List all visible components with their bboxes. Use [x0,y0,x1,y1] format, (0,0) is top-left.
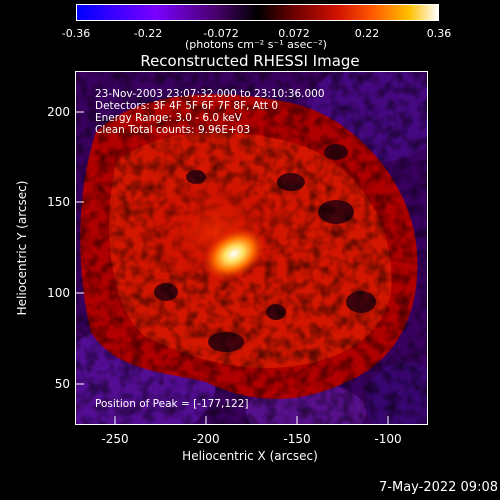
info-detectors: Detectors: 3F 4F 5F 6F 7F 8F, Att 0 [95,100,279,112]
timestamp: 7-May-2022 09:08 [379,480,498,495]
x-tick-label: -100 [374,432,402,446]
colorbar [76,4,439,21]
x-tick-label: -200 [192,432,220,446]
y-tick-label: 150 [47,195,70,209]
info-energy-range: Energy Range: 3.0 - 6.0 keV [95,112,242,124]
colorbar-tick: 0.072 [278,27,310,40]
colorbar-tick: -0.072 [203,27,239,40]
colorbar-tick: -0.36 [61,27,91,40]
colorbar-tick: 0.36 [426,27,452,40]
colorbar-tick: 0.22 [354,27,380,40]
x-tick-label: -150 [283,432,311,446]
x-tick-label: -250 [101,432,129,446]
image-title: Reconstructed RHESSI Image [140,52,360,70]
colorbar-units: (photons cm⁻² s⁻¹ asec⁻²) [185,38,327,51]
colorbar-tick: -0.22 [133,27,163,40]
y-tick-label: 100 [47,286,70,300]
info-counts: Clean Total counts: 9.96E+03 [95,124,251,136]
rhessi-image [75,71,428,425]
y-tick-label: 200 [47,105,70,119]
info-time-range: 23-Nov-2003 23:07:32.000 to 23:10:36.000 [95,88,325,100]
y-tick-label: 50 [54,377,70,391]
info-peak-position: Position of Peak = [-177,122] [95,398,249,410]
y-axis-label: Heliocentric Y (arcsec) [15,180,29,316]
x-axis-label: Heliocentric X (arcsec) [182,449,318,463]
